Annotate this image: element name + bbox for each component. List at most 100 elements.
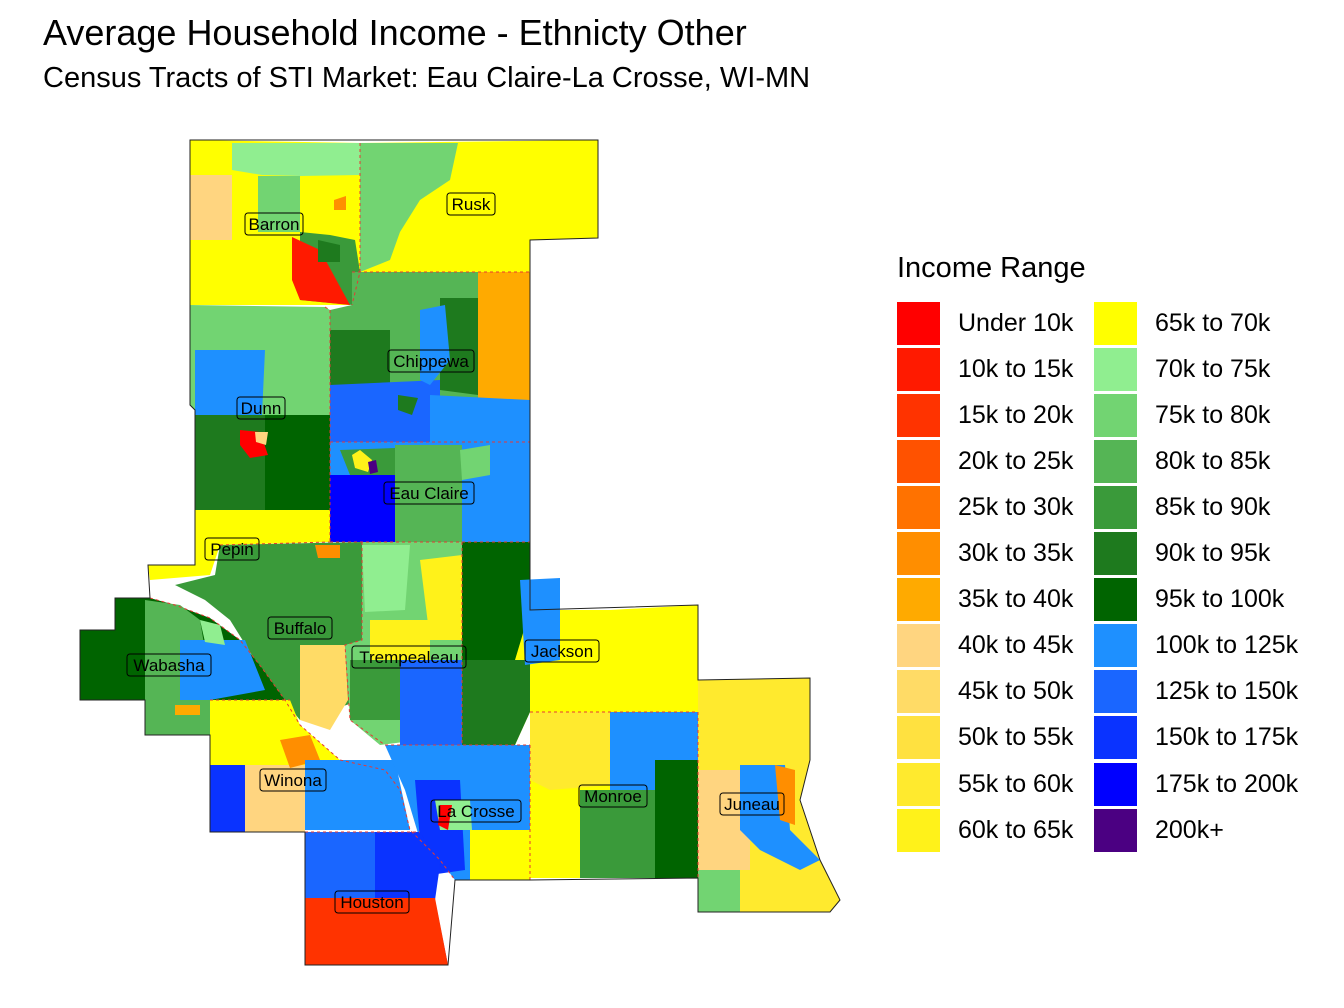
legend-label: Under 10k bbox=[958, 308, 1074, 337]
svg-text:Juneau: Juneau bbox=[724, 795, 780, 814]
county-label-chippewa: Chippewa bbox=[387, 349, 475, 373]
county-label-juneau: Juneau bbox=[719, 792, 785, 816]
legend-item: 85k to 90k bbox=[1094, 485, 1270, 529]
county-la-crosse bbox=[385, 745, 530, 880]
county-boundaries bbox=[149, 143, 699, 881]
legend-swatch bbox=[897, 808, 940, 852]
legend-swatch bbox=[1094, 347, 1137, 391]
svg-text:Wabasha: Wabasha bbox=[133, 656, 205, 675]
map-subtitle: Census Tracts of STI Market: Eau Claire-… bbox=[43, 62, 811, 94]
legend-item: 25k to 30k bbox=[897, 485, 1073, 529]
legend-item: 10k to 15k bbox=[897, 347, 1073, 391]
county-label-wabasha: Wabasha bbox=[126, 653, 212, 677]
legend-swatch bbox=[1094, 624, 1137, 668]
legend-swatch bbox=[1094, 485, 1137, 529]
legend-label: 40k to 45k bbox=[958, 631, 1074, 660]
legend-swatch bbox=[1094, 578, 1137, 622]
legend-label: 15k to 20k bbox=[958, 400, 1074, 429]
svg-text:Winona: Winona bbox=[264, 771, 322, 790]
legend-label: 30k to 35k bbox=[958, 539, 1074, 567]
county-rusk bbox=[360, 140, 598, 272]
legend-swatch bbox=[897, 624, 940, 668]
svg-text:Rusk: Rusk bbox=[452, 195, 491, 214]
legend-label: 35k to 40k bbox=[958, 585, 1074, 614]
legend-item: 80k to 85k bbox=[1094, 439, 1270, 483]
legend-label: 85k to 90k bbox=[1155, 492, 1271, 521]
legend-swatch bbox=[897, 439, 940, 483]
legend-item: 40k to 45k bbox=[897, 624, 1073, 668]
legend-item: 70k to 75k bbox=[1094, 347, 1270, 391]
legend-item: Under 10k bbox=[897, 301, 1073, 345]
county-label-winona: Winona bbox=[259, 768, 327, 792]
legend-label: 65k to 70k bbox=[1155, 308, 1271, 337]
legend-label: 70k to 75k bbox=[1155, 354, 1271, 383]
legend-label: 10k to 15k bbox=[958, 354, 1074, 383]
county-juneau bbox=[698, 678, 840, 912]
legend-item: 20k to 25k bbox=[897, 439, 1073, 483]
legend-swatch bbox=[897, 716, 940, 760]
legend-swatch bbox=[897, 393, 940, 437]
legend-item: 100k to 125k bbox=[1094, 624, 1298, 668]
legend-label: 20k to 25k bbox=[958, 446, 1074, 475]
legend-label: 80k to 85k bbox=[1155, 446, 1271, 475]
county-label-jackson: Jackson bbox=[524, 639, 600, 663]
legend-item: 15k to 20k bbox=[897, 393, 1073, 437]
legend-item: 35k to 40k bbox=[897, 578, 1073, 622]
county-label-dunn: Dunn bbox=[236, 396, 286, 420]
market-outline bbox=[79, 139, 841, 966]
legend-swatch bbox=[1094, 670, 1137, 714]
legend-item: 50k to 55k bbox=[897, 716, 1073, 760]
legend-item: 45k to 50k bbox=[897, 670, 1073, 714]
county-wabasha bbox=[80, 598, 285, 735]
legend-swatch bbox=[897, 762, 940, 806]
county-trempealeau bbox=[345, 542, 465, 745]
county-label-houston: Houston bbox=[334, 890, 410, 914]
svg-text:Buffalo: Buffalo bbox=[274, 619, 327, 638]
legend-label: 95k to 100k bbox=[1155, 585, 1285, 614]
map-title: Average Household Income - Ethnicty Othe… bbox=[43, 12, 747, 53]
legend-swatch bbox=[897, 670, 940, 714]
legend-label: 175k to 200k bbox=[1155, 769, 1299, 798]
county-monroe bbox=[530, 712, 698, 878]
legend-item: 95k to 100k bbox=[1094, 578, 1284, 622]
legend-label: 50k to 55k bbox=[958, 723, 1074, 752]
svg-text:Chippewa: Chippewa bbox=[393, 352, 469, 371]
legend-label: 60k to 65k bbox=[958, 815, 1074, 844]
legend-label: 100k to 125k bbox=[1155, 631, 1299, 660]
legend-item: 90k to 95k bbox=[1094, 532, 1270, 576]
county-label-rusk: Rusk bbox=[446, 192, 496, 216]
legend-item: 65k to 70k bbox=[1094, 301, 1270, 345]
legend-swatch bbox=[1094, 808, 1137, 852]
svg-text:Pepin: Pepin bbox=[210, 540, 253, 559]
legend-swatch bbox=[1094, 532, 1137, 575]
legend-label: 25k to 30k bbox=[958, 492, 1074, 521]
legend-swatch bbox=[897, 578, 940, 622]
legend-swatch bbox=[897, 532, 940, 575]
legend-label: 200k+ bbox=[1155, 815, 1224, 844]
county-eau-claire bbox=[330, 442, 530, 542]
county-label-eau-claire: Eau Claire bbox=[383, 481, 475, 505]
legend-item: 150k to 175k bbox=[1094, 716, 1298, 760]
legend-swatch bbox=[897, 485, 940, 529]
legend-swatch bbox=[1094, 393, 1137, 437]
legend-title: Income Range bbox=[897, 252, 1086, 284]
legend-label: 125k to 150k bbox=[1155, 677, 1299, 706]
legend-swatch bbox=[1094, 762, 1137, 806]
svg-text:Jackson: Jackson bbox=[531, 642, 593, 661]
legend-swatch bbox=[897, 301, 940, 345]
legend-item: 175k to 200k bbox=[1094, 762, 1298, 806]
legend-item: 75k to 80k bbox=[1094, 393, 1270, 437]
legend-label: 90k to 95k bbox=[1155, 539, 1271, 567]
legend-item: 30k to 35k bbox=[897, 532, 1073, 576]
legend-label: 55k to 60k bbox=[958, 769, 1074, 798]
county-label-buffalo: Buffalo bbox=[267, 616, 333, 640]
county-dunn bbox=[190, 305, 330, 510]
county-barron bbox=[190, 140, 360, 305]
legend-swatch bbox=[1094, 301, 1137, 345]
county-label-barron: Barron bbox=[244, 212, 304, 236]
legend-item: 55k to 60k bbox=[897, 762, 1073, 806]
svg-text:Houston: Houston bbox=[340, 893, 403, 912]
county-label-trempealeau: Trempealeau bbox=[351, 645, 467, 669]
svg-text:Barron: Barron bbox=[248, 215, 299, 234]
